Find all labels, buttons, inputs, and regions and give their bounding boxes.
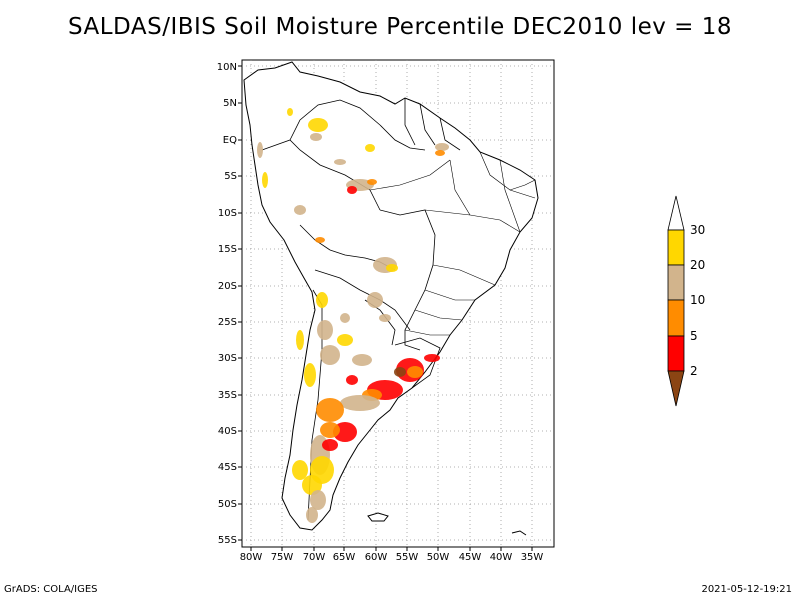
lat-label-45s: 45S xyxy=(217,462,237,473)
lat-label-35s: 35S xyxy=(217,390,237,401)
lon-label-80w: 80W xyxy=(239,552,263,563)
lat-label-40s: 40S xyxy=(217,426,237,437)
percentile-patch xyxy=(424,354,440,362)
lat-label-55s: 55S xyxy=(217,535,237,546)
colorbar-segment-above-30 xyxy=(667,195,685,231)
percentile-patch xyxy=(317,320,333,340)
percentile-patch xyxy=(386,264,398,272)
lat-label-50s: 50S xyxy=(217,499,237,510)
colorbar-segment-2-5 xyxy=(667,335,685,372)
percentile-patch xyxy=(334,159,346,165)
lon-label-40w: 40W xyxy=(489,552,513,563)
percentile-patch xyxy=(294,205,306,215)
lon-label-60w: 60W xyxy=(364,552,388,563)
percentile-patch xyxy=(257,142,263,158)
lon-label-45w: 45W xyxy=(458,552,482,563)
percentile-patch xyxy=(316,398,344,422)
footer-timestamp: 2021-05-12-19:21 xyxy=(701,584,792,595)
state-borders xyxy=(369,151,536,336)
percentile-patch xyxy=(310,133,322,141)
colorbar-segment-10-20 xyxy=(667,264,685,301)
percentile-patch xyxy=(320,422,340,438)
map-title: SALDAS/IBIS Soil Moisture Percentile DEC… xyxy=(67,14,733,40)
percentile-patch xyxy=(304,363,316,387)
percentile-overlay xyxy=(257,108,449,523)
lon-label-55w: 55W xyxy=(395,552,419,563)
percentile-patch xyxy=(435,143,449,151)
colorbar-segment-5-10 xyxy=(667,299,685,337)
percentile-patch xyxy=(365,144,375,152)
percentile-patch xyxy=(337,334,353,346)
lon-label-50w: 50W xyxy=(426,552,450,563)
colorbar xyxy=(667,195,685,407)
colorbar-label-10: 10 xyxy=(690,293,706,307)
percentile-patch xyxy=(292,460,308,480)
percentile-patch xyxy=(340,313,350,323)
percentile-patch xyxy=(322,439,338,451)
percentile-patch xyxy=(262,172,268,188)
lat-label-30s: 30S xyxy=(217,353,237,364)
south-america-outline xyxy=(243,61,539,531)
lon-label-65w: 65W xyxy=(332,552,356,563)
colorbar-segment-20-30 xyxy=(667,229,685,266)
percentile-patch xyxy=(316,292,328,308)
map-frame xyxy=(241,59,555,548)
lat-label-10n: 10N xyxy=(216,62,237,73)
percentile-patch xyxy=(306,507,318,523)
lon-label-75w: 75W xyxy=(270,552,294,563)
lat-label-10s: 10S xyxy=(217,208,237,219)
lat-label-25s: 25S xyxy=(217,317,237,328)
colorbar-label-30: 30 xyxy=(690,223,706,237)
colorbar-label-5: 5 xyxy=(690,329,698,343)
percentile-patch xyxy=(394,367,406,377)
lat-label-5s: 5S xyxy=(224,171,237,182)
colorbar-segment-below-2 xyxy=(667,370,685,407)
percentile-patch xyxy=(346,375,358,385)
percentile-patch xyxy=(352,354,372,366)
percentile-patch xyxy=(379,314,391,322)
percentile-patch xyxy=(315,237,325,243)
south-georgia xyxy=(511,530,527,536)
percentile-patch xyxy=(367,179,377,185)
lat-label-20s: 20S xyxy=(217,281,237,292)
percentile-patch xyxy=(296,330,304,350)
falkland-islands xyxy=(367,512,389,522)
percentile-patch xyxy=(435,150,445,156)
percentile-patch xyxy=(302,475,322,495)
lat-label-eq: EQ xyxy=(222,135,237,146)
percentile-patch xyxy=(308,118,328,132)
percentile-patch xyxy=(407,366,423,378)
lon-label-35w: 35W xyxy=(520,552,544,563)
footer-credit: GrADS: COLA/IGES xyxy=(4,584,98,595)
lat-label-15s: 15S xyxy=(217,244,237,255)
percentile-patch xyxy=(320,345,340,365)
percentile-patch xyxy=(287,108,293,116)
colorbar-label-20: 20 xyxy=(690,258,706,272)
percentile-patch xyxy=(340,395,380,411)
percentile-patch xyxy=(347,186,357,194)
lon-label-70w: 70W xyxy=(302,552,326,563)
percentile-patch xyxy=(367,292,383,308)
percentile-patch xyxy=(310,490,326,510)
colorbar-label-2: 2 xyxy=(690,364,698,378)
lat-label-5n: 5N xyxy=(223,98,237,109)
